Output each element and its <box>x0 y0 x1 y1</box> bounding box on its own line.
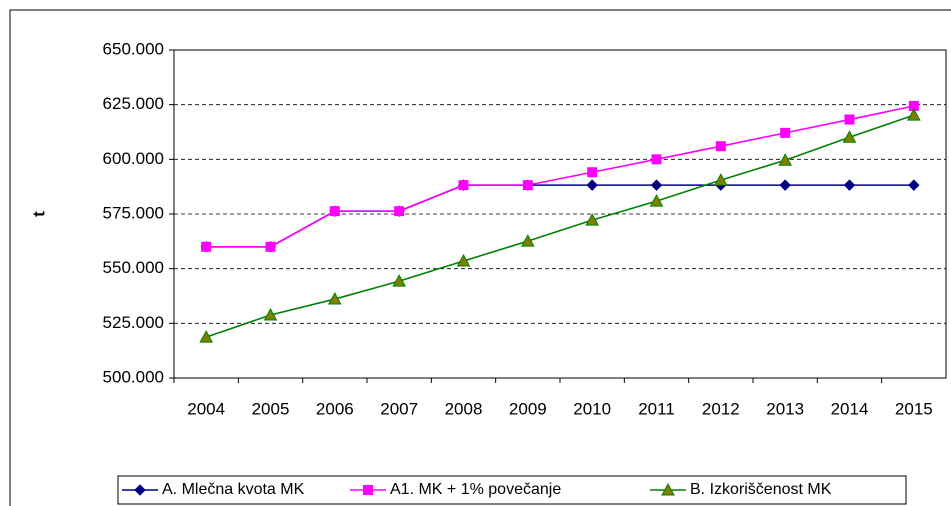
marker <box>522 180 533 191</box>
marker <box>650 179 663 191</box>
marker <box>906 108 921 121</box>
legend-box <box>117 475 907 505</box>
chart-border <box>9 9 951 506</box>
legend: A. Mlečna kvota MK A1. MK + 1% povečanje B… <box>117 475 907 505</box>
x-tick-label: 2012 <box>702 399 740 418</box>
x-tick-label: 2009 <box>509 399 547 418</box>
x-tick-label: 2013 <box>766 399 804 418</box>
x-tick-label: 2007 <box>380 399 418 418</box>
x-tick-label: 2006 <box>316 399 354 418</box>
x-tick-label: 2010 <box>573 399 611 418</box>
marker <box>458 180 469 191</box>
marker <box>649 194 664 207</box>
marker <box>715 141 726 152</box>
marker <box>844 114 855 125</box>
marker <box>586 179 598 191</box>
marker <box>585 213 600 226</box>
marker <box>392 274 407 287</box>
y-tick-label: 600.000 <box>103 149 164 168</box>
marker <box>661 482 675 496</box>
y-axis-label: t <box>29 211 48 217</box>
marker <box>394 206 405 217</box>
x-tick-label: 2005 <box>252 399 290 418</box>
marker <box>780 127 791 138</box>
marker <box>908 179 920 191</box>
marker <box>201 241 212 252</box>
y-tick-label: 550.000 <box>103 258 164 277</box>
x-tick-label: 2015 <box>895 399 933 418</box>
series-line <box>206 105 914 248</box>
marker <box>779 179 791 191</box>
y-tick-label: 575.000 <box>103 203 164 222</box>
marker <box>778 153 793 166</box>
legend-label: B. Izkoriščenost MK <box>690 481 832 498</box>
legend-label: A1. MK + 1% povečanje <box>390 481 561 498</box>
x-tick-label: 2008 <box>445 399 483 418</box>
marker <box>363 485 373 495</box>
series-line <box>205 114 915 338</box>
marker <box>520 234 535 247</box>
marker <box>265 241 276 252</box>
marker <box>456 253 471 267</box>
marker <box>134 484 146 496</box>
y-tick-label: 500.000 <box>103 367 164 386</box>
x-tick-label: 2014 <box>831 399 869 418</box>
marker <box>651 154 662 165</box>
marker <box>842 130 857 143</box>
marker <box>587 167 598 178</box>
x-tick-label: 2011 <box>638 399 675 418</box>
y-tick-label: 525.000 <box>103 313 164 332</box>
marker <box>329 206 340 217</box>
marker <box>713 173 728 186</box>
x-tick-label: 2004 <box>187 399 225 418</box>
marker <box>843 179 856 191</box>
marker <box>263 307 278 321</box>
marker <box>327 292 342 305</box>
marker <box>199 330 214 343</box>
legend-label: A. Mlečna kvota MK <box>162 481 305 498</box>
y-tick-label: 650.000 <box>103 39 164 58</box>
y-tick-label: 625.000 <box>103 94 164 113</box>
